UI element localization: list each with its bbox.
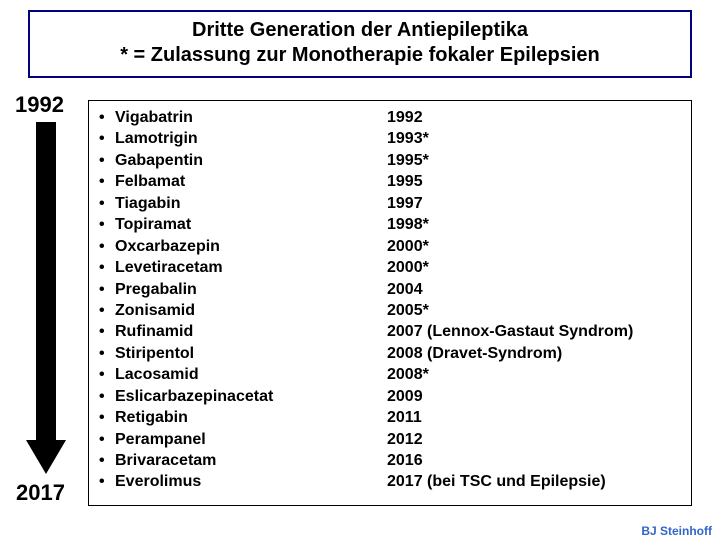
- drug-year: 2008*: [387, 364, 681, 385]
- drug-name: Brivaracetam: [115, 450, 387, 471]
- bullet-icon: •: [99, 364, 115, 385]
- bullet-icon: •: [99, 107, 115, 128]
- drug-year: 2005*: [387, 300, 681, 321]
- arrow-head-icon: [26, 440, 66, 474]
- list-item: • Rufinamid 2007 (Lennox-Gastaut Syndrom…: [99, 321, 681, 342]
- title-line-1: Dritte Generation der Antiepileptika: [38, 18, 682, 43]
- drug-name: Stiripentol: [115, 343, 387, 364]
- list-item: • Gabapentin 1995*: [99, 150, 681, 171]
- author-credit: BJ Steinhoff: [641, 524, 712, 538]
- drug-name: Tiagabin: [115, 193, 387, 214]
- bullet-icon: •: [99, 279, 115, 300]
- bullet-icon: •: [99, 450, 115, 471]
- timeline-arrow: [28, 122, 64, 472]
- list-item: • Pregabalin 2004: [99, 279, 681, 300]
- bullet-icon: •: [99, 257, 115, 278]
- drug-name: Gabapentin: [115, 150, 387, 171]
- list-item: • Brivaracetam 2016: [99, 450, 681, 471]
- list-item: • Lacosamid 2008*: [99, 364, 681, 385]
- timeline-start-label: 1992: [15, 92, 64, 118]
- bullet-icon: •: [99, 236, 115, 257]
- bullet-icon: •: [99, 128, 115, 149]
- bullet-icon: •: [99, 214, 115, 235]
- list-item: • Everolimus 2017 (bei TSC und Epilepsie…: [99, 471, 681, 492]
- drug-name: Topiramat: [115, 214, 387, 235]
- drug-list-box: • Vigabatrin 1992 • Lamotrigin 1993* • G…: [88, 100, 692, 506]
- drug-year: 2016: [387, 450, 681, 471]
- list-item: • Stiripentol 2008 (Dravet-Syndrom): [99, 343, 681, 364]
- drug-name: Lacosamid: [115, 364, 387, 385]
- bullet-icon: •: [99, 150, 115, 171]
- drug-name: Lamotrigin: [115, 128, 387, 149]
- title-box: Dritte Generation der Antiepileptika * =…: [28, 10, 692, 78]
- drug-year: 2000*: [387, 236, 681, 257]
- drug-year: 2008 (Dravet-Syndrom): [387, 343, 681, 364]
- list-item: • Oxcarbazepin 2000*: [99, 236, 681, 257]
- bullet-icon: •: [99, 193, 115, 214]
- list-item: • Zonisamid 2005*: [99, 300, 681, 321]
- drug-year: 2007 (Lennox-Gastaut Syndrom): [387, 321, 681, 342]
- list-item: • Vigabatrin 1992: [99, 107, 681, 128]
- drug-year: 1995: [387, 171, 681, 192]
- bullet-icon: •: [99, 407, 115, 428]
- drug-name: Retigabin: [115, 407, 387, 428]
- bullet-icon: •: [99, 471, 115, 492]
- drug-year: 1993*: [387, 128, 681, 149]
- list-item: • Lamotrigin 1993*: [99, 128, 681, 149]
- bullet-icon: •: [99, 171, 115, 192]
- drug-year: 2017 (bei TSC und Epilepsie): [387, 471, 681, 492]
- drug-year: 1995*: [387, 150, 681, 171]
- drug-year: 2011: [387, 407, 681, 428]
- list-item: • Perampanel 2012: [99, 429, 681, 450]
- drug-name: Oxcarbazepin: [115, 236, 387, 257]
- list-item: • Eslicarbazepinacetat 2009: [99, 386, 681, 407]
- list-item: • Topiramat 1998*: [99, 214, 681, 235]
- slide: Dritte Generation der Antiepileptika * =…: [0, 0, 720, 540]
- list-item: • Retigabin 2011: [99, 407, 681, 428]
- drug-name: Rufinamid: [115, 321, 387, 342]
- list-item: • Felbamat 1995: [99, 171, 681, 192]
- list-item: • Levetiracetam 2000*: [99, 257, 681, 278]
- drug-name: Pregabalin: [115, 279, 387, 300]
- drug-year: 2004: [387, 279, 681, 300]
- drug-year: 1998*: [387, 214, 681, 235]
- drug-name: Perampanel: [115, 429, 387, 450]
- drug-name: Everolimus: [115, 471, 387, 492]
- drug-name: Vigabatrin: [115, 107, 387, 128]
- bullet-icon: •: [99, 386, 115, 407]
- drug-name: Eslicarbazepinacetat: [115, 386, 387, 407]
- drug-year: 2009: [387, 386, 681, 407]
- timeline-end-label: 2017: [16, 480, 65, 506]
- drug-name: Levetiracetam: [115, 257, 387, 278]
- drug-year: 2000*: [387, 257, 681, 278]
- bullet-icon: •: [99, 343, 115, 364]
- title-line-2: * = Zulassung zur Monotherapie fokaler E…: [38, 43, 682, 68]
- bullet-icon: •: [99, 300, 115, 321]
- list-item: • Tiagabin 1997: [99, 193, 681, 214]
- bullet-icon: •: [99, 321, 115, 342]
- drug-year: 2012: [387, 429, 681, 450]
- bullet-icon: •: [99, 429, 115, 450]
- drug-year: 1992: [387, 107, 681, 128]
- drug-name: Felbamat: [115, 171, 387, 192]
- drug-name: Zonisamid: [115, 300, 387, 321]
- drug-year: 1997: [387, 193, 681, 214]
- arrow-shaft: [36, 122, 56, 442]
